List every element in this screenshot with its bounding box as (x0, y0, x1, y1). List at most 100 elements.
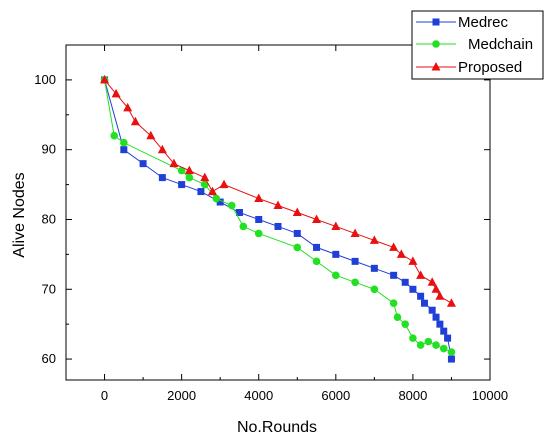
data-point-medrec (428, 306, 436, 314)
data-point-medchain (439, 344, 448, 353)
data-point-medrec (139, 160, 147, 168)
data-point-medrec (420, 299, 428, 307)
data-point-medchain (254, 229, 263, 238)
data-point-medrec (216, 198, 224, 206)
data-point-proposed (100, 74, 110, 84)
legend-label-medchain: Medchain (468, 36, 533, 53)
legend-label-proposed: Proposed (458, 59, 522, 76)
y-tick-label: 90 (42, 142, 56, 157)
series-line-medchain (104, 79, 452, 353)
data-point-proposed (111, 88, 121, 98)
plot-frame (65, 44, 491, 381)
data-point-medrec (436, 320, 444, 328)
data-point-medchain (185, 173, 194, 182)
data-point-medchain (351, 278, 359, 287)
legend-marker-medchain (432, 40, 440, 48)
data-point-proposed (389, 242, 399, 251)
data-point-proposed (254, 193, 264, 203)
data-point-proposed (431, 284, 441, 293)
data-point-medrec (120, 146, 128, 154)
data-point-medchain (409, 334, 417, 342)
legend-label-medrec: Medrec (458, 14, 509, 31)
data-point-medchain (447, 348, 456, 356)
data-point-medrec (332, 250, 340, 258)
data-point-medchain (212, 194, 221, 203)
x-tick-label: 0 (101, 388, 108, 403)
data-point-proposed (331, 221, 341, 230)
data-point-proposed (292, 207, 302, 216)
data-point-medchain (120, 138, 128, 147)
data-point-medrec (440, 327, 448, 335)
y-tick-label: 80 (42, 211, 56, 226)
data-point-proposed (446, 298, 456, 307)
data-point-medrec (401, 278, 409, 286)
series-medchain (100, 76, 456, 356)
data-point-medchain (110, 131, 118, 140)
data-point-medrec (447, 355, 455, 363)
data-point-medrec (235, 209, 243, 216)
data-point-medrec (432, 313, 440, 321)
data-point-medchain (370, 285, 379, 294)
data-point-proposed (416, 270, 426, 279)
data-point-medchain (227, 201, 236, 210)
data-point-medrec (158, 174, 166, 182)
data-point-proposed (408, 256, 418, 265)
data-point-medchain (432, 341, 440, 349)
data-point-medchain (200, 180, 209, 189)
data-point-medrec (417, 292, 425, 300)
data-point-medchain (401, 320, 410, 328)
data-point-proposed (369, 235, 379, 244)
data-point-proposed (146, 130, 156, 140)
data-point-medrec (351, 257, 359, 265)
legend-marker-proposed (431, 62, 441, 71)
data-point-medrec (444, 334, 452, 342)
legend-items: Medrec Medchain Proposed (416, 14, 533, 76)
x-tick-label: 10000 (472, 388, 508, 403)
x-tick-label: 2000 (167, 388, 196, 403)
data-point-medrec (390, 271, 398, 279)
data-point-medrec (274, 222, 282, 230)
series-line-proposed (104, 79, 452, 304)
data-point-medchain (424, 337, 433, 346)
data-point-proposed (427, 277, 437, 286)
data-point-medrec (178, 181, 186, 189)
data-point-medchain (393, 313, 402, 321)
data-point-proposed (184, 165, 194, 175)
data-point-proposed (396, 249, 406, 258)
data-point-medchain (332, 271, 340, 280)
series-proposed (100, 74, 456, 307)
data-point-medrec (313, 243, 321, 251)
legend-marker-medrec (432, 18, 440, 26)
data-point-medrec (197, 188, 205, 196)
data-point-medchain (239, 222, 248, 231)
y-axis-title: Alive Nodes (11, 172, 28, 257)
data-point-proposed (435, 291, 445, 300)
legend: Medrec Medchain Proposed (411, 10, 544, 80)
data-point-medchain (416, 341, 425, 349)
y-tick-label: 60 (42, 351, 56, 366)
data-point-medrec (293, 229, 301, 237)
data-point-proposed (157, 144, 167, 154)
x-axis-title: No.Rounds (237, 419, 317, 436)
data-point-proposed (312, 214, 322, 223)
data-point-proposed (219, 179, 229, 189)
x-tick-label: 8000 (398, 388, 427, 403)
series-layer (100, 74, 456, 363)
data-point-medrec (370, 264, 378, 272)
series-medrec (101, 76, 455, 363)
data-point-medchain (293, 243, 302, 252)
x-tick-label: 6000 (321, 388, 350, 403)
data-point-proposed (123, 102, 133, 112)
data-point-proposed (273, 200, 283, 210)
data-point-medchain (312, 257, 321, 266)
data-point-medchain (177, 166, 186, 175)
data-point-medrec (255, 215, 263, 223)
data-point-proposed (207, 186, 217, 196)
data-point-proposed (200, 172, 210, 182)
data-point-medchain (389, 299, 398, 308)
axes: 0 2000 4000 6000 8000 10000 60 70 80 90 100 (34, 44, 508, 403)
data-point-proposed (350, 228, 360, 237)
x-tick-label: 4000 (244, 388, 273, 403)
y-tick-label: 70 (42, 281, 56, 296)
